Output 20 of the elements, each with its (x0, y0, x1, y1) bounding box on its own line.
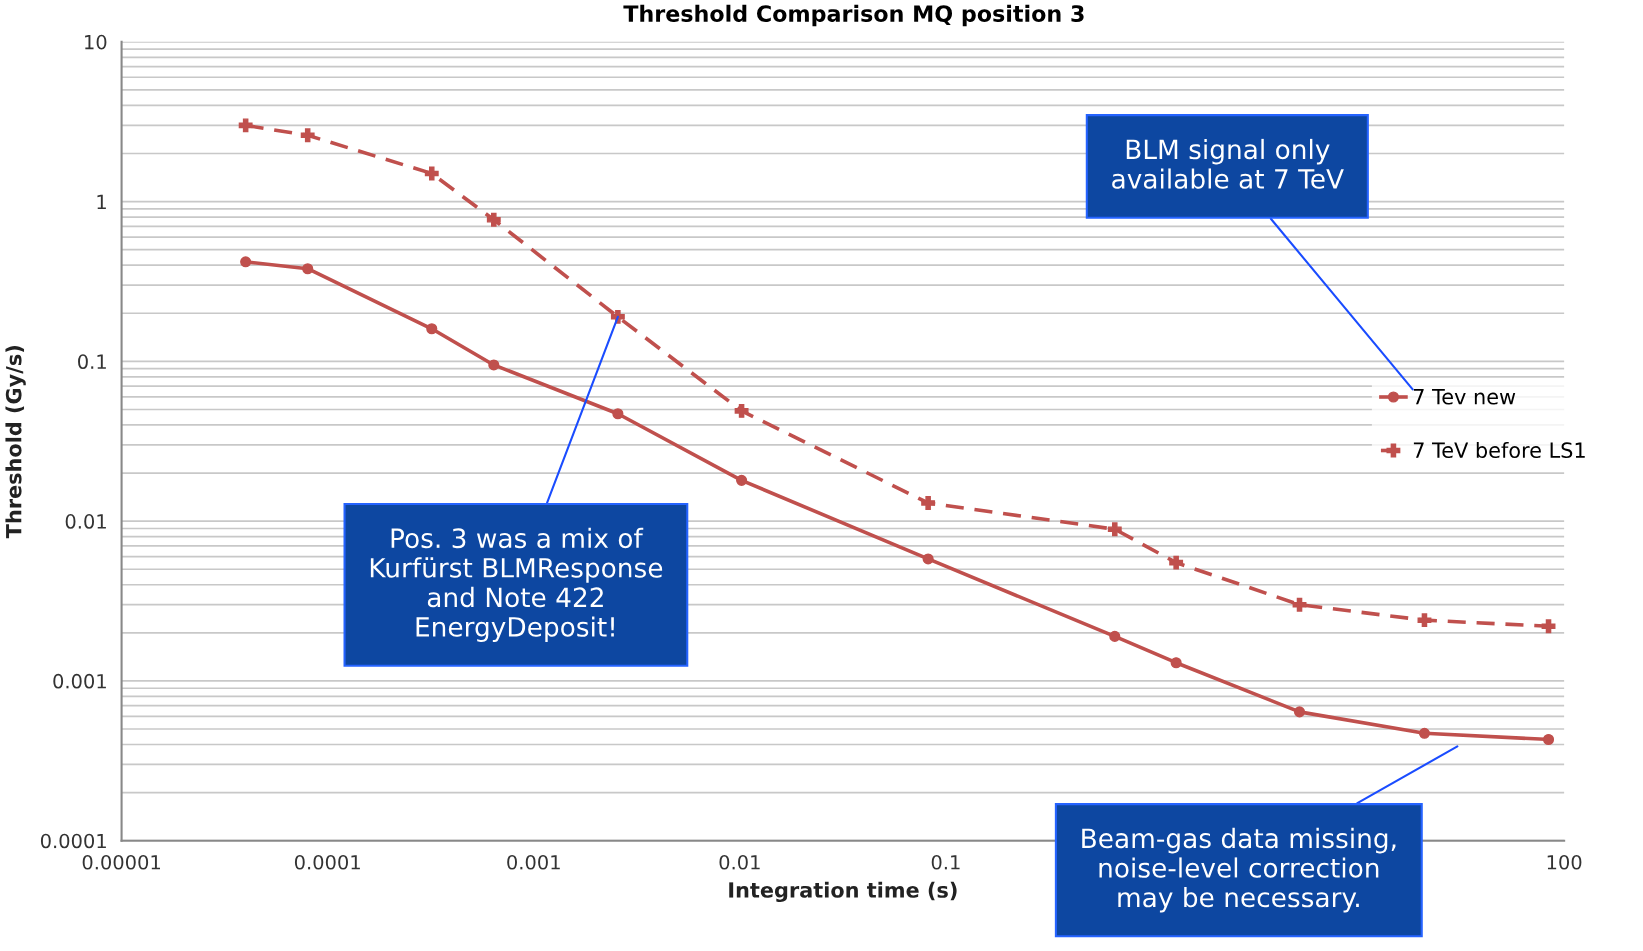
annotation: BLM signal only available at 7 TeV (1112, 138, 1344, 189)
x-tick-label: 0.1 (931, 854, 960, 870)
y-tick-label: 0.1 (78, 354, 106, 370)
y-tick-label: 0.0001 (40, 833, 106, 849)
legend-label: 7 Tev new (1413, 389, 1516, 405)
legend-label: 7 TeV before LS1 (1413, 441, 1585, 459)
x-tick-label: 0.00001 (82, 854, 160, 870)
x-tick-label: 100 (1547, 854, 1582, 870)
x-tick-label: 0.0001 (294, 854, 360, 870)
x-axis-title: Integration time (s) (729, 881, 957, 903)
y-tick-label: 10 (85, 34, 107, 50)
y-tick-label: 0.001 (53, 673, 106, 689)
x-tick-label: 0.01 (719, 854, 760, 870)
y-axis-title: Threshold (Gy/s) (5, 346, 26, 539)
chart-title: Threshold Comparison MQ position 3 (623, 4, 1084, 27)
annotation: Pos. 3 was a mix of Kurfürst BLMResponse and Note 422 EnergyDeposit! (370, 527, 663, 642)
y-tick-label: 0.01 (65, 514, 106, 529)
x-tick-label: 0.001 (507, 854, 560, 870)
annotation: Beam-gas data missing, noise-level correction may be necessary. (1082, 827, 1396, 913)
y-tick-label: 1 (97, 194, 106, 209)
